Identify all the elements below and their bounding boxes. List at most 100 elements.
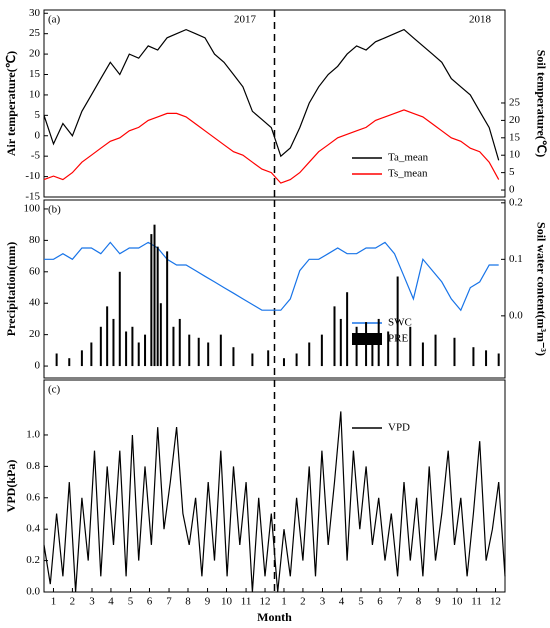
bar	[68, 358, 71, 367]
bar	[144, 334, 147, 367]
bar	[99, 326, 102, 367]
x-tick-label: 6	[147, 596, 153, 608]
y-tick-label: 100	[24, 202, 41, 214]
x-tick-label: 5	[128, 596, 134, 608]
y2-axis-title: Soil water content(m³m⁻³)	[534, 222, 548, 356]
y-tick-label: 0.2	[26, 554, 40, 566]
y-tick-label: -5	[31, 150, 41, 162]
bar	[371, 334, 374, 367]
y-tick-label: 20	[29, 48, 41, 60]
panel-label: (b)	[48, 204, 61, 216]
x-tick-label: 10	[221, 596, 233, 608]
bar	[421, 342, 424, 367]
panel-label: (a)	[48, 14, 61, 26]
bar	[453, 337, 456, 367]
x-tick-label: 11	[471, 596, 482, 608]
bar	[106, 306, 109, 367]
bar	[434, 334, 437, 367]
bar	[125, 331, 128, 367]
bar	[137, 342, 140, 367]
bar	[197, 337, 200, 367]
bar	[232, 347, 235, 367]
series-line	[43, 411, 506, 593]
bar	[112, 318, 115, 367]
x-tick-label: 4	[108, 596, 114, 608]
x-tick-label: 3	[320, 596, 326, 608]
y2-tick-label: 5	[509, 166, 515, 178]
x-tick-label: 9	[435, 596, 441, 608]
bar	[251, 353, 254, 367]
x-tick-label: 12	[260, 596, 271, 608]
y-tick-label: 0.4	[26, 523, 40, 535]
y-tick-label: 0	[35, 360, 41, 372]
bar	[485, 350, 488, 367]
series-line	[43, 109, 500, 184]
y-axis-title: Precipitation(mm)	[4, 242, 18, 336]
bar	[282, 358, 285, 367]
y-tick-label: 1.0	[26, 428, 40, 440]
bar	[497, 353, 500, 367]
y-tick-label: 5	[35, 109, 41, 121]
y-axis-title: Air temperature(℃)	[4, 51, 18, 156]
y2-tick-label: 15	[509, 131, 521, 143]
bar	[178, 318, 181, 367]
bar	[333, 306, 336, 367]
year-label: 2017	[234, 14, 257, 26]
y2-axis-title: Soil temperature(℃)	[534, 50, 548, 158]
bar	[166, 251, 169, 367]
y-tick-label: 25	[29, 27, 41, 39]
bar	[159, 303, 162, 367]
y2-tick-label: 0.1	[509, 253, 523, 265]
y-tick-label: 40	[29, 297, 41, 309]
x-tick-label: 10	[452, 596, 464, 608]
y-tick-label: -15	[25, 191, 40, 203]
x-tick-label: 1	[281, 596, 287, 608]
x-tick-label: 7	[166, 596, 172, 608]
series-line	[44, 241, 499, 312]
bar	[172, 326, 175, 367]
bar	[387, 331, 390, 367]
bar	[131, 326, 134, 367]
y-tick-label: 0.6	[26, 491, 40, 503]
bar	[219, 334, 222, 367]
bar	[295, 353, 298, 367]
bar	[188, 334, 191, 367]
bar	[55, 353, 58, 367]
y-tick-label: 60	[29, 265, 41, 277]
y-tick-label: 0	[35, 129, 41, 141]
bar	[207, 342, 210, 367]
y2-tick-label: 10	[509, 149, 521, 161]
x-tick-label: 5	[358, 596, 364, 608]
legend-label: VPD	[388, 422, 410, 434]
x-tick-label: 2	[70, 596, 76, 608]
y-tick-label: 0.8	[26, 460, 40, 472]
y-tick-label: 15	[29, 68, 41, 80]
series-line	[43, 28, 500, 161]
x-tick-label: 1	[51, 596, 57, 608]
y2-tick-label: 0	[509, 184, 515, 196]
x-tick-label: 4	[339, 596, 345, 608]
x-tick-label: 7	[397, 596, 403, 608]
year-label: 2018	[469, 14, 492, 26]
legend-swatch	[352, 333, 382, 345]
bar	[118, 271, 121, 367]
y-tick-label: 30	[29, 7, 41, 19]
legend-label: Ts_mean	[388, 168, 428, 180]
legend-label: Ta_mean	[388, 152, 429, 164]
x-tick-label: 3	[89, 596, 95, 608]
bar	[396, 276, 399, 367]
bar	[339, 318, 342, 367]
bar	[90, 342, 93, 367]
x-tick-label: 9	[205, 596, 211, 608]
panel-label: (c)	[48, 384, 61, 396]
y2-tick-label: 0.2	[509, 196, 523, 208]
y-axis-title: VPD(kPa)	[4, 460, 18, 513]
bar	[320, 334, 323, 367]
x-tick-label: 11	[241, 596, 252, 608]
x-tick-label: 6	[377, 596, 383, 608]
y2-tick-label: 20	[509, 114, 521, 126]
y2-tick-label: 0.0	[509, 309, 523, 321]
y-tick-label: 20	[29, 328, 41, 340]
legend-label: SWC	[388, 317, 412, 329]
legend-label: PRE	[388, 333, 408, 345]
